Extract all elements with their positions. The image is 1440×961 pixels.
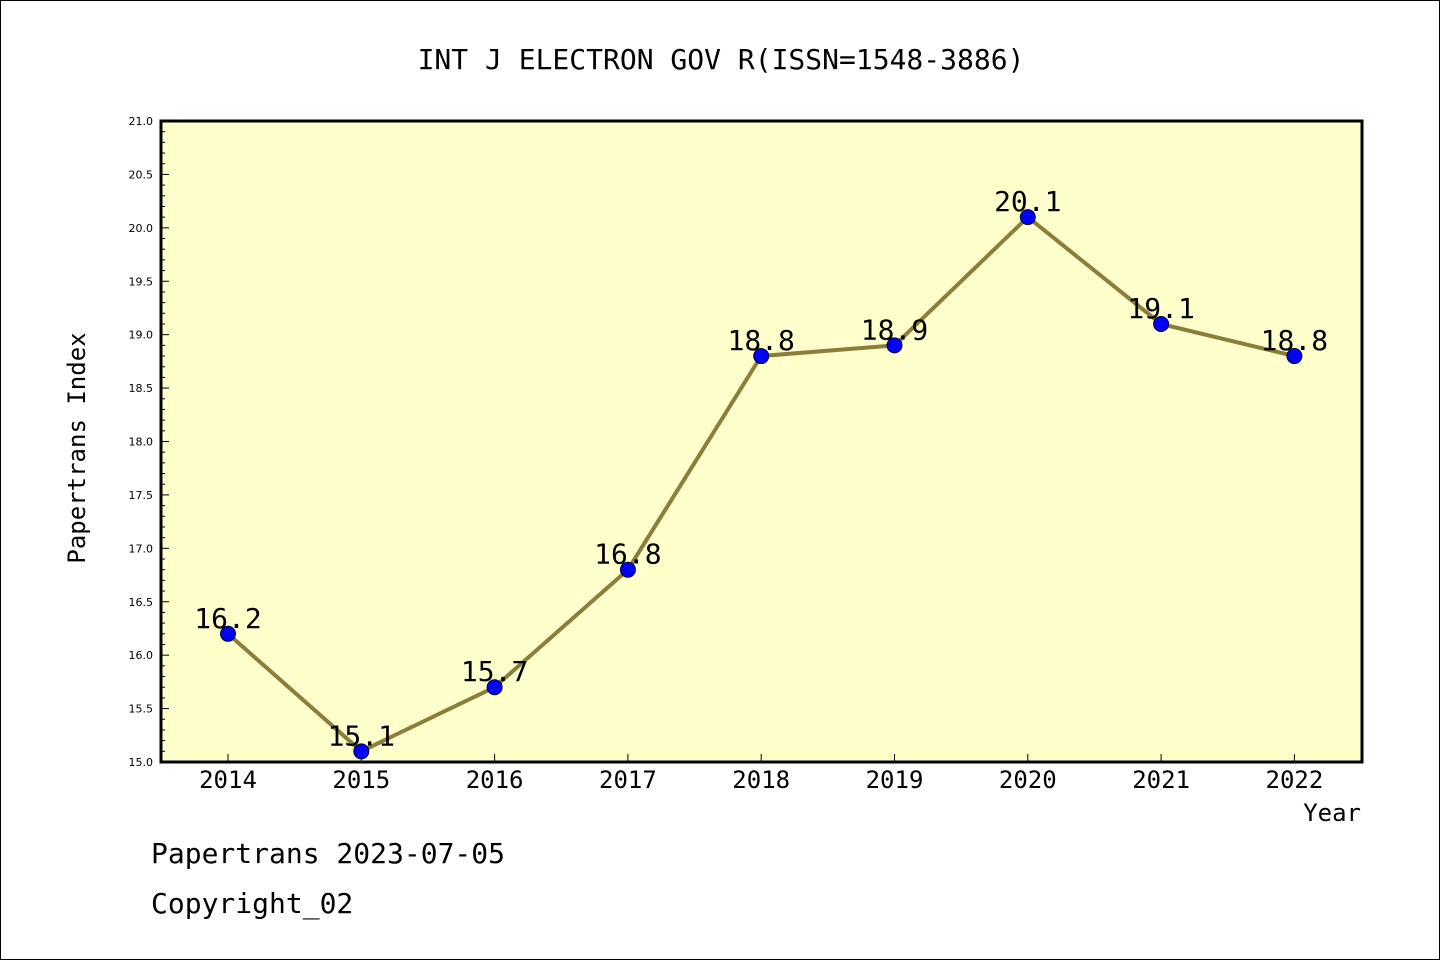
x-tick-label: 2014 bbox=[199, 766, 257, 794]
y-axis-label: Papertrans Index bbox=[63, 332, 91, 563]
y-tick-label: 19.0 bbox=[129, 329, 154, 342]
data-point-marker bbox=[1286, 348, 1303, 365]
footer-date: Papertrans 2023-07-05 bbox=[151, 837, 506, 870]
x-tick-label: 2016 bbox=[466, 766, 524, 794]
footer-copyright: Copyright_02 bbox=[151, 887, 354, 920]
x-tick-label: 2021 bbox=[1132, 766, 1190, 794]
data-point-label: 20.1 bbox=[994, 185, 1061, 218]
y-tick-label: 15.0 bbox=[129, 756, 154, 769]
y-tick-label: 21.0 bbox=[129, 115, 154, 128]
x-tick-label: 2020 bbox=[999, 766, 1057, 794]
data-point-label: 19.1 bbox=[1127, 292, 1194, 325]
data-point-marker bbox=[1153, 315, 1170, 332]
data-point-label: 15.1 bbox=[328, 719, 395, 752]
x-tick-label: 2018 bbox=[732, 766, 790, 794]
data-point-marker bbox=[1019, 209, 1036, 226]
y-tick-label: 16.5 bbox=[129, 596, 154, 609]
data-point-marker bbox=[486, 679, 503, 696]
x-tick-label: 2022 bbox=[1266, 766, 1324, 794]
x-tick-label: 2015 bbox=[332, 766, 390, 794]
y-axis: 15.0 15.5 16.0 16.5 17.0 17.5 18.0 18.5 19.0 19.5… bbox=[129, 115, 169, 769]
data-point-marker bbox=[353, 743, 370, 760]
y-tick-label: 17.5 bbox=[129, 489, 154, 502]
data-markers bbox=[220, 209, 1303, 760]
data-point-label: 16.2 bbox=[194, 602, 261, 635]
data-point-label: 18.8 bbox=[727, 324, 794, 357]
x-axis: 2014 2015 2016 2017 2018 2019 2020 2021 2022 bbox=[199, 754, 1323, 794]
data-point-marker bbox=[220, 625, 236, 642]
chart-title: INT J ELECTRON GOV R(ISSN=1548-3886) bbox=[418, 43, 1025, 76]
x-tick-label: 2017 bbox=[599, 766, 657, 794]
x-tick-label: 2019 bbox=[866, 766, 924, 794]
y-tick-label: 18.5 bbox=[129, 382, 154, 395]
x-axis-label: Year bbox=[1303, 799, 1361, 827]
y-tick-label: 19.5 bbox=[129, 275, 154, 288]
y-tick-label: 20.0 bbox=[129, 222, 154, 235]
data-labels: 16.2 15.1 15.7 16.8 18.8 18.9 20.1 19.1 18.8 bbox=[194, 185, 1328, 752]
data-point-label: 18.9 bbox=[861, 313, 928, 346]
plot-area bbox=[159, 119, 1364, 764]
data-point-label: 18.8 bbox=[1261, 324, 1328, 357]
data-point-marker bbox=[753, 348, 770, 365]
y-tick-label: 15.5 bbox=[129, 703, 154, 716]
data-point-label: 15.7 bbox=[461, 655, 528, 688]
y-tick-label: 16.0 bbox=[129, 649, 154, 662]
y-tick-label: 17.0 bbox=[129, 542, 154, 555]
data-point-marker bbox=[886, 337, 903, 354]
y-tick-label: 20.5 bbox=[129, 168, 154, 181]
data-point-label: 16.8 bbox=[594, 538, 661, 571]
data-point-marker bbox=[619, 561, 636, 578]
y-tick-label: 18.0 bbox=[129, 436, 154, 449]
